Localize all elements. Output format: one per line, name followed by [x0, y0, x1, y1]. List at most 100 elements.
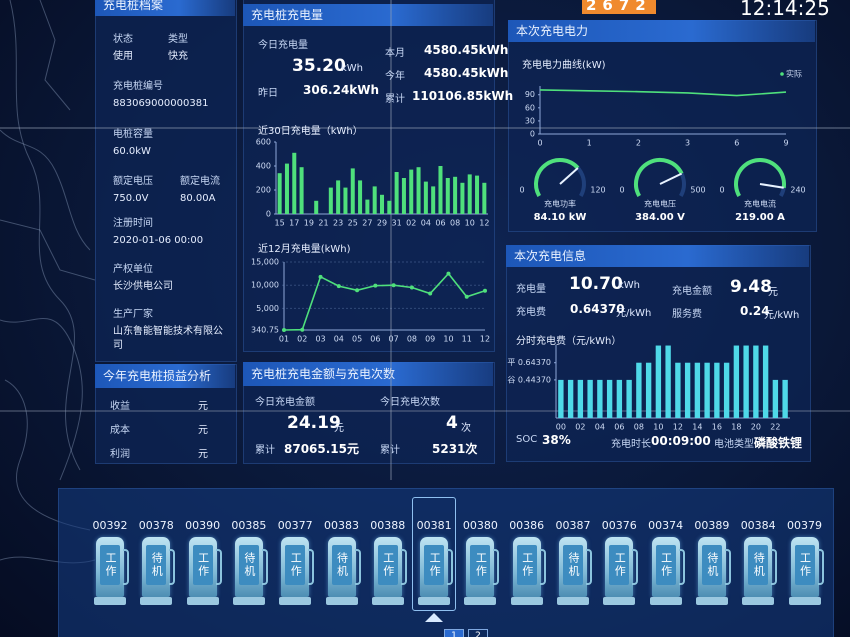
x-tick-label: 06	[614, 423, 624, 432]
charger-body: 工作	[188, 537, 217, 597]
charger-state: 工作	[100, 545, 120, 585]
bar	[314, 200, 319, 214]
page-button[interactable]: 2	[468, 629, 488, 637]
field-label: 状态	[113, 34, 133, 45]
info-value: 0.64370	[570, 302, 625, 316]
charger[interactable]: 00378 待机	[134, 497, 178, 615]
info-unit: kWh	[618, 280, 641, 291]
charger-body: 工作	[420, 537, 449, 597]
charger[interactable]: 00381 工作	[412, 497, 457, 622]
bar	[684, 362, 691, 418]
field-label: 类型	[168, 34, 188, 45]
charger[interactable]: 00376 工作	[597, 497, 641, 615]
y-tick-label: 90	[525, 90, 535, 99]
info-value: 0.24	[740, 304, 770, 318]
charger-body: 待机	[559, 537, 587, 597]
y-tick-label: 200	[256, 186, 271, 195]
charger[interactable]: 00388 工作	[366, 497, 410, 615]
gauge-max: 240	[790, 186, 805, 195]
chart-title: 近30日充电量（kWh）	[258, 126, 363, 137]
x-tick-label: 08	[450, 219, 460, 228]
x-tick-label: 23	[333, 219, 343, 228]
charger[interactable]: 00377 工作	[273, 497, 317, 615]
stat-value: 5231次	[432, 442, 478, 456]
charger[interactable]: 00379 工作	[783, 497, 827, 615]
charger-id: 00390	[185, 519, 221, 532]
charger[interactable]: 00380 工作	[458, 497, 502, 615]
x-tick-label: 3	[685, 139, 690, 148]
point	[391, 283, 396, 288]
x-tick-label: 10	[653, 423, 663, 432]
charger[interactable]: 00386 工作	[505, 497, 549, 615]
stat-label: 累计	[255, 445, 275, 456]
x-tick-label: 00	[556, 423, 566, 432]
charger-base	[94, 597, 126, 605]
x-tick-label: 04	[421, 219, 431, 228]
bar	[423, 181, 428, 214]
charger-handle	[817, 549, 824, 585]
gauge-min: 0	[619, 186, 624, 195]
charger-base	[325, 597, 358, 605]
charger-id: 00379	[787, 519, 822, 532]
y-tick-label: 5,000	[256, 304, 279, 313]
charger-handle	[678, 549, 685, 585]
field-label: 额定电流	[180, 176, 220, 187]
info-unit: 元/kWh	[616, 308, 652, 319]
chart-title: 近12月充电量(kWh)	[258, 244, 351, 255]
charger[interactable]: 00383 待机	[320, 497, 364, 615]
charger[interactable]: 00374 工作	[644, 497, 688, 615]
point	[446, 271, 451, 276]
charger[interactable]: 00390 工作	[181, 497, 225, 615]
gauge-min: 0	[519, 186, 524, 195]
charger[interactable]: 00392 工作	[88, 497, 132, 615]
charger-handle	[539, 549, 546, 585]
charger-id: 00385	[231, 519, 267, 532]
bar	[606, 379, 613, 418]
stat-value: 4	[446, 413, 458, 433]
bar	[665, 345, 671, 418]
charger-state: 工作	[377, 545, 398, 585]
field-value: 快充	[168, 51, 188, 62]
charger-base	[140, 597, 173, 605]
charger[interactable]: 00389 待机	[690, 497, 734, 615]
gauge-needle	[659, 172, 683, 185]
charger-state: 工作	[655, 545, 676, 585]
bar	[431, 186, 436, 214]
info-unit: 元	[768, 287, 778, 298]
y-tick-label: 30	[525, 116, 535, 125]
gauge-value-label: 384.00 V	[635, 212, 685, 223]
x-tick-label: 6	[734, 139, 739, 148]
gauge-value-label: 84.10 kW	[534, 212, 587, 223]
charger[interactable]: 00384 待机	[736, 497, 780, 615]
gauge-max: 500	[690, 186, 705, 195]
counter: 2672	[582, 0, 656, 14]
charger[interactable]: 00387 待机	[551, 497, 595, 615]
x-tick-label: 06	[370, 335, 380, 344]
field-label: 额定电压	[113, 176, 153, 187]
charger-state: 待机	[331, 545, 352, 585]
field-value: 750.0V	[113, 193, 149, 204]
x-tick-label: 02	[575, 423, 585, 432]
info-label: 充电费	[516, 307, 546, 318]
map-background	[0, 0, 95, 564]
charger-handle	[724, 549, 731, 585]
charger-base	[788, 597, 821, 605]
bar	[284, 163, 289, 214]
x-tick-label: 20	[751, 423, 761, 432]
page-button[interactable]: 1	[444, 629, 464, 637]
x-tick-label: 17	[289, 219, 299, 228]
charger-body: 待机	[327, 537, 356, 597]
charger[interactable]: 00385 待机	[227, 497, 271, 615]
charger-handle	[493, 549, 500, 585]
row-unit: 元	[198, 401, 208, 412]
gauge-name: 充电电流	[744, 199, 776, 209]
bar	[358, 180, 363, 214]
y-tick-label: 600	[256, 138, 271, 147]
field-label: 生产厂家	[113, 309, 153, 320]
clock: 12:14:25	[740, 0, 830, 20]
bar	[475, 175, 480, 214]
point	[464, 294, 469, 299]
gauge-max: 120	[590, 186, 605, 195]
bar	[379, 194, 385, 214]
